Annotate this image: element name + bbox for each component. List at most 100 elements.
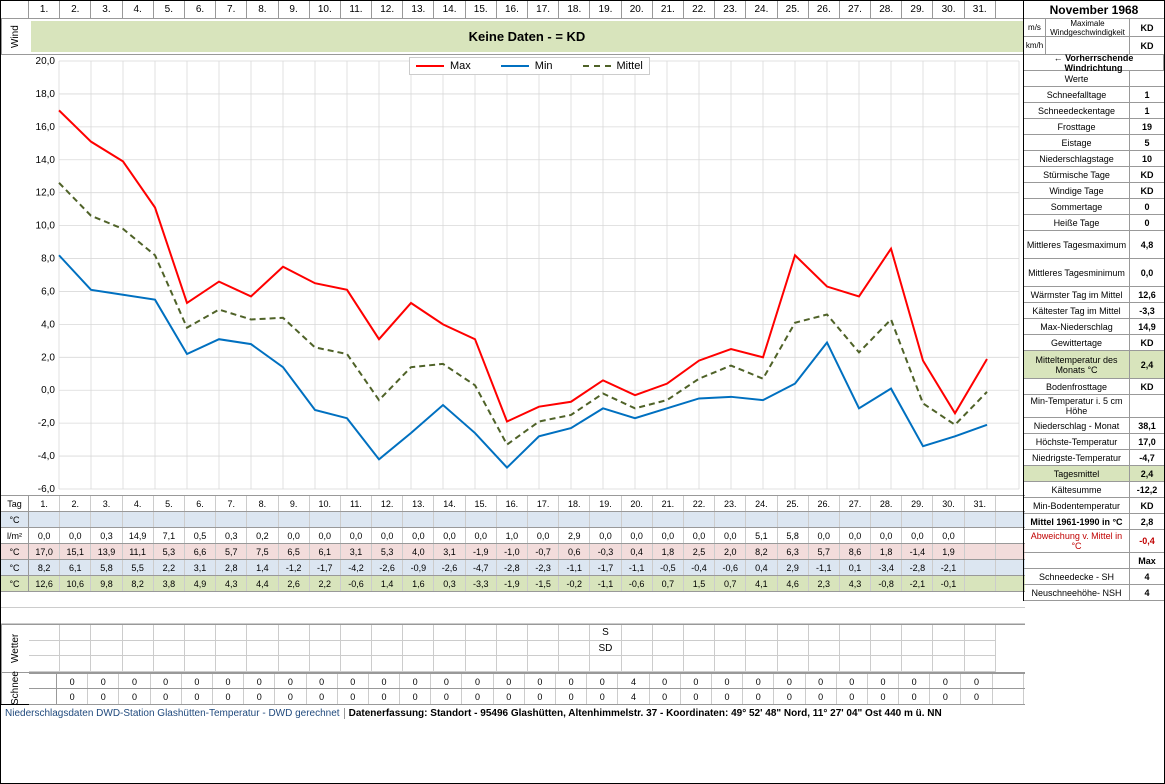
table-cell: [965, 560, 996, 575]
table-cell: 0: [837, 674, 868, 688]
chart-legend: MaxMinMittel: [409, 57, 650, 75]
summary-row: Frosttage19: [1024, 119, 1164, 135]
table-cell: 0,7: [653, 576, 684, 591]
table-cell: 6,1: [310, 544, 341, 559]
table-cell: 17,0: [29, 544, 60, 559]
table-cell: 0: [400, 689, 431, 704]
table-cell: 21.: [653, 496, 684, 511]
table-cell: 0,5: [185, 528, 216, 543]
table-cell: 5,7: [216, 544, 247, 559]
table-cell: 4,3: [840, 576, 871, 591]
table-cell: 0: [556, 689, 587, 704]
table-cell: -1,0: [497, 544, 528, 559]
table-cell: -2,8: [902, 560, 933, 575]
table-cell: [653, 512, 684, 527]
legend-item: Max: [416, 60, 471, 72]
legend-item: Min: [501, 60, 553, 72]
wind-label: Wind: [1, 19, 29, 54]
table-cell: 31.: [965, 1, 996, 18]
table-cell: 5,1: [746, 528, 777, 543]
summary-row: Mittleres Tagesminimum0,0: [1024, 259, 1164, 287]
table-cell: [528, 512, 559, 527]
table-cell: [871, 512, 902, 527]
table-cell: -2,6: [434, 560, 465, 575]
table-cell: 30.: [933, 1, 964, 18]
table-cell: 0: [369, 689, 400, 704]
table-cell: 0,0: [341, 528, 372, 543]
summary-row: Schneefalltage1: [1024, 87, 1164, 103]
schnee-section: Schnee 000000000000000000400000000000 00…: [1, 672, 1025, 704]
table-cell: [497, 512, 528, 527]
table-cell: 3,8: [154, 576, 185, 591]
summary-row: Mittleres Tagesmaximum4,8: [1024, 231, 1164, 259]
table-cell: 15.: [466, 1, 497, 18]
svg-text:6,0: 6,0: [41, 286, 55, 297]
table-cell: 0: [431, 689, 462, 704]
table-cell: 0,0: [871, 528, 902, 543]
table-cell: 12.: [372, 496, 403, 511]
table-cell: 0,3: [434, 576, 465, 591]
table-cell: 1.: [29, 496, 60, 511]
table-cell: 5.: [154, 496, 185, 511]
report-title: November 1968: [1024, 1, 1164, 19]
table-cell: 8.: [247, 496, 278, 511]
table-cell: -0,8: [871, 576, 902, 591]
table-cell: 0,0: [902, 528, 933, 543]
table-cell: 1,4: [372, 576, 403, 591]
table-cell: 21.: [653, 1, 684, 18]
table-cell: [434, 512, 465, 527]
table-cell: 5,5: [123, 560, 154, 575]
table-cell: -4,7: [466, 560, 497, 575]
table-cell: 0: [806, 674, 837, 688]
table-cell: 0: [182, 689, 213, 704]
table-cell: 0: [151, 674, 182, 688]
table-cell: 0: [930, 674, 961, 688]
table-cell: -1,7: [590, 560, 621, 575]
table-cell: 0: [244, 674, 275, 688]
table-cell: 0,0: [622, 528, 653, 543]
summary-row: Schneedecke - SH4: [1024, 569, 1164, 585]
summary-row: Schneedeckentage1: [1024, 103, 1164, 119]
table-cell: 2.: [60, 496, 91, 511]
table-cell: 3,1: [185, 560, 216, 575]
table-cell: 0,0: [933, 528, 964, 543]
table-cell: 3,1: [341, 544, 372, 559]
table-cell: 2,0: [715, 544, 746, 559]
table-cell: [372, 512, 403, 527]
table-cell: 0: [244, 689, 275, 704]
table-cell: -2,1: [902, 576, 933, 591]
table-cell: -1,2: [279, 560, 310, 575]
table-cell: [715, 512, 746, 527]
table-cell: 0,0: [809, 528, 840, 543]
table-cell: 1,4: [247, 560, 278, 575]
table-cell: 0,0: [590, 528, 621, 543]
summary-row: Sommertage0: [1024, 199, 1164, 215]
table-cell: 6.: [185, 1, 216, 18]
table-cell: 0: [837, 689, 868, 704]
table-cell: 16.: [497, 1, 528, 18]
summary-row: Heiße Tage0: [1024, 215, 1164, 231]
table-cell: 3.: [91, 1, 122, 18]
table-cell: 8,2: [29, 560, 60, 575]
summary-panel: November 1968 m/s Maximale Windgeschwind…: [1023, 1, 1164, 601]
table-cell: 7,5: [247, 544, 278, 559]
table-cell: 29.: [902, 496, 933, 511]
table-cell: -2,3: [528, 560, 559, 575]
table-cell: 13.: [403, 1, 434, 18]
row-tag: Tag 1.2.3.4.5.6.7.8.9.10.11.12.13.14.15.…: [1, 496, 1025, 512]
table-cell: [91, 512, 122, 527]
summary-row: Eistage5: [1024, 135, 1164, 151]
table-cell: 8,2: [123, 576, 154, 591]
table-cell: 25.: [778, 1, 809, 18]
table-cell: 0: [774, 674, 805, 688]
table-cell: [965, 512, 996, 527]
table-cell: -1,1: [622, 560, 653, 575]
table-cell: 6,1: [60, 560, 91, 575]
table-cell: 0: [525, 674, 556, 688]
table-cell: -1,1: [559, 560, 590, 575]
table-cell: 17.: [528, 496, 559, 511]
table-cell: 0: [462, 689, 493, 704]
summary-row: GewittertageKD: [1024, 335, 1164, 351]
table-cell: 0: [338, 689, 369, 704]
summary-row: Werte: [1024, 71, 1164, 87]
